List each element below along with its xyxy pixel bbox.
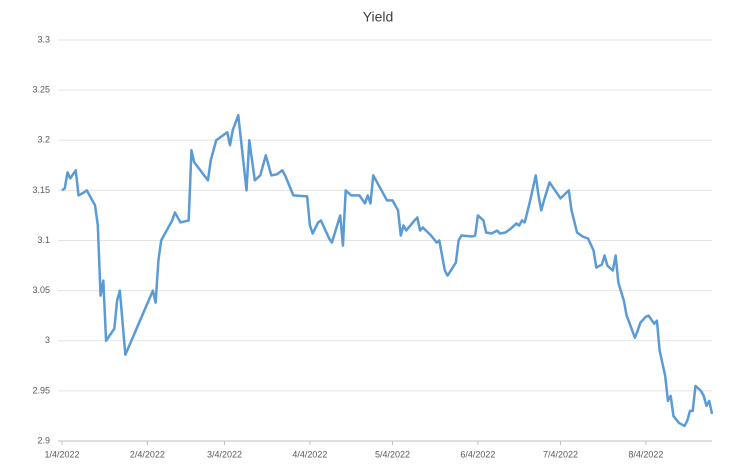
y-tick-label: 3.3 bbox=[37, 34, 50, 44]
x-tick-label: 6/4/2022 bbox=[460, 449, 495, 459]
y-tick-label: 3.2 bbox=[37, 135, 50, 145]
x-tick-label: 4/4/2022 bbox=[292, 449, 327, 459]
x-tick-label: 5/4/2022 bbox=[375, 449, 410, 459]
data-line bbox=[61, 113, 714, 428]
y-tick-label: 3.15 bbox=[32, 185, 50, 195]
y-tick-label: 3.25 bbox=[32, 85, 50, 95]
y-tick-label: 2.9 bbox=[37, 435, 50, 445]
y-tick-label: 3.1 bbox=[37, 235, 50, 245]
chart-title: Yield bbox=[363, 9, 394, 25]
y-tick-label: 2.95 bbox=[32, 385, 50, 395]
y-tick-label: 3.05 bbox=[32, 285, 50, 295]
x-tick-label: 1/4/2022 bbox=[44, 449, 79, 459]
x-tick-label: 3/4/2022 bbox=[207, 449, 242, 459]
x-tick-label: 8/4/2022 bbox=[628, 449, 663, 459]
y-tick-label: 3 bbox=[45, 335, 50, 345]
x-tick-label: 7/4/2022 bbox=[543, 449, 578, 459]
x-tick-label: 2/4/2022 bbox=[130, 449, 165, 459]
